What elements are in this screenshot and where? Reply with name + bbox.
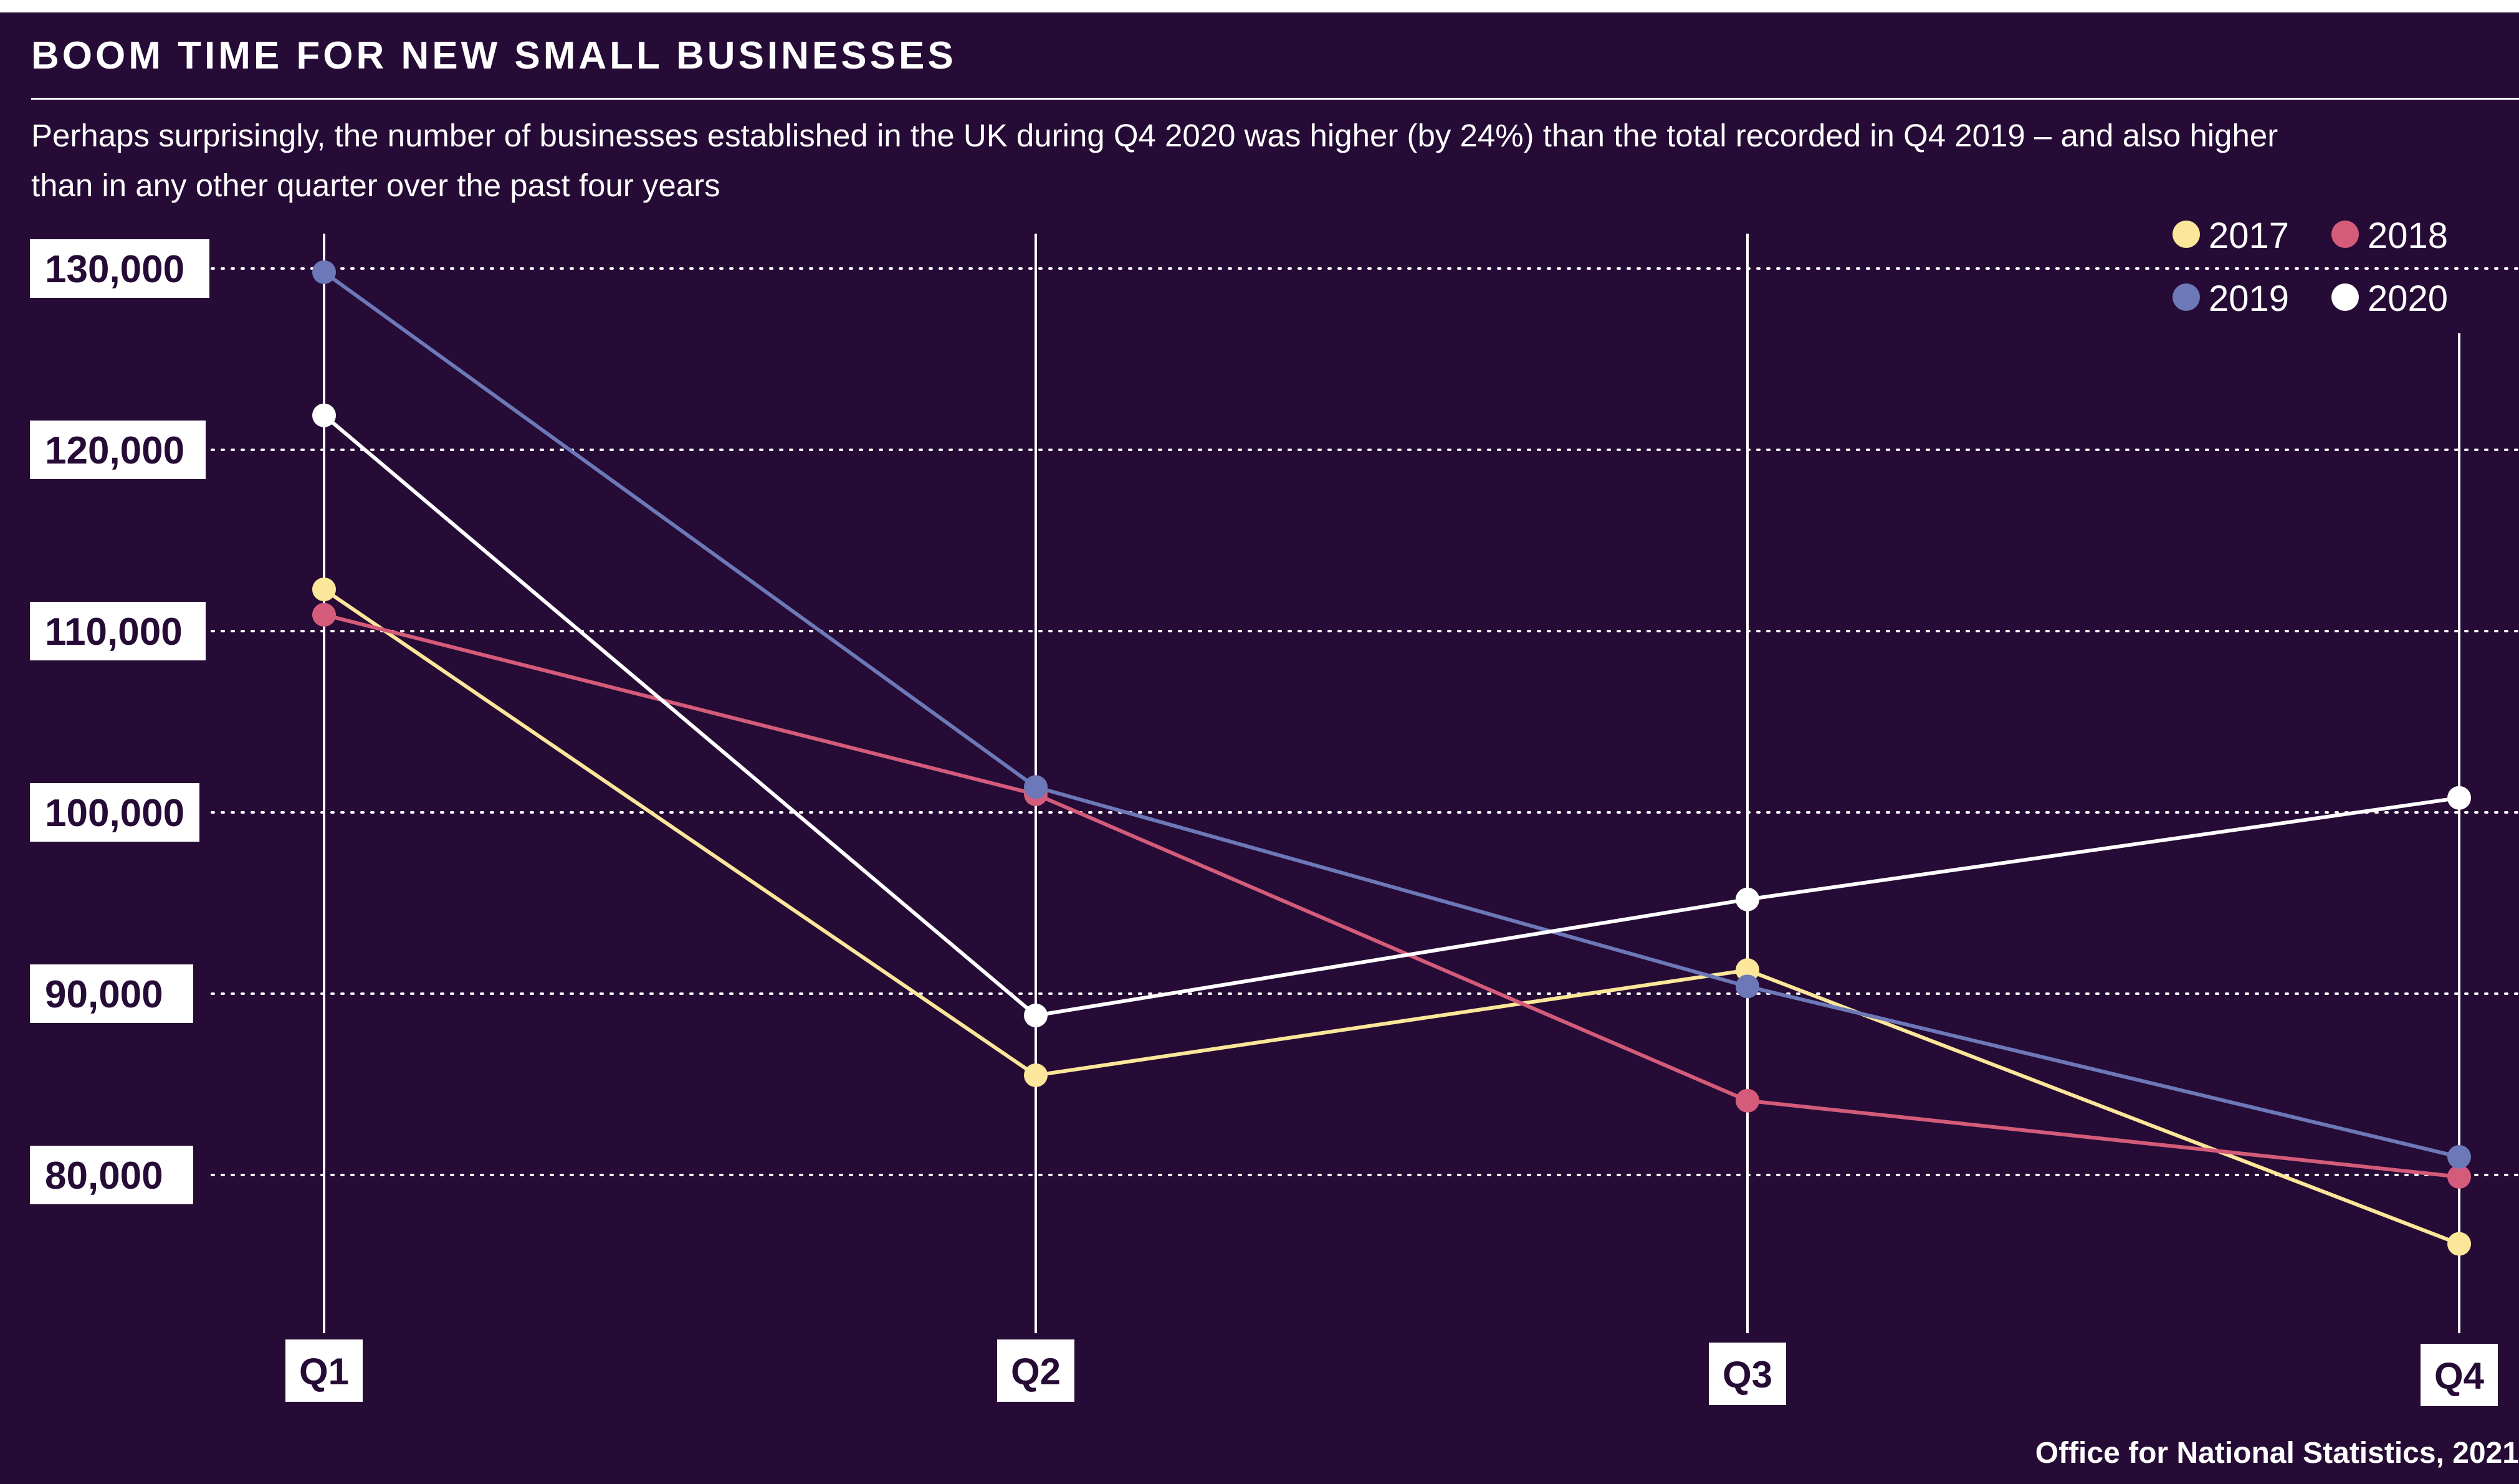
y-tick-110-000: 110,000 xyxy=(30,602,206,660)
series-line-2017 xyxy=(323,587,2460,1246)
x-tick-q1: Q1 xyxy=(285,1339,363,1402)
series-line-2018 xyxy=(323,612,2460,1179)
y-tick-labels: 80,000 90,000 100,000 110,000 120,000 130,000 xyxy=(30,239,209,1204)
point-2018-q3 xyxy=(1736,1088,1759,1113)
y-tick-130-000: 130,000 xyxy=(30,239,209,298)
title-divider xyxy=(31,98,2519,100)
point-2019-q3 xyxy=(1736,974,1759,999)
svg-text:2019: 2019 xyxy=(2209,278,2289,319)
legend-item-2019: 2019 xyxy=(2172,278,2289,319)
point-2017-q4 xyxy=(2447,1232,2471,1256)
legend: 2017 2018 2019 2020 xyxy=(2172,216,2448,319)
point-2019-q2 xyxy=(1024,775,1048,799)
legend-item-2017: 2017 xyxy=(2172,216,2289,256)
point-2019-q1 xyxy=(312,260,336,284)
y-tick-100-000: 100,000 xyxy=(30,783,199,842)
y-tick-120-000: 120,000 xyxy=(30,421,206,479)
x-tick-q2: Q2 xyxy=(997,1339,1074,1402)
svg-text:130,000: 130,000 xyxy=(45,248,184,291)
point-2017-q1 xyxy=(312,578,336,602)
svg-text:90,000: 90,000 xyxy=(45,973,163,1016)
quarter-axes xyxy=(323,234,2460,1333)
point-2018-q1 xyxy=(312,602,336,627)
series-line-2019 xyxy=(323,270,2460,1159)
svg-text:2018: 2018 xyxy=(2368,216,2448,256)
point-2020-q2 xyxy=(1024,1003,1048,1027)
svg-text:80,000: 80,000 xyxy=(45,1154,163,1197)
chart-subtitle: Perhaps surprisingly, the number of busi… xyxy=(31,118,2278,203)
gridlines xyxy=(211,267,2519,1176)
y-tick-90-000: 90,000 xyxy=(30,964,193,1023)
point-2018-q4 xyxy=(2447,1164,2471,1189)
series-line-2020 xyxy=(323,414,2460,1017)
svg-text:Q3: Q3 xyxy=(1723,1354,1772,1396)
point-2020-q1 xyxy=(312,403,336,427)
svg-text:2017: 2017 xyxy=(2209,216,2289,256)
x-tick-q4: Q4 xyxy=(2421,1344,2498,1406)
svg-text:2020: 2020 xyxy=(2368,278,2448,319)
x-tick-q3: Q3 xyxy=(1709,1343,1786,1405)
legend-item-2020: 2020 xyxy=(2331,278,2448,319)
series-lines xyxy=(323,270,2460,1246)
svg-text:Q4: Q4 xyxy=(2434,1355,2485,1397)
top-rule xyxy=(0,0,2519,12)
source-note: Office for National Statistics, 2021 xyxy=(2035,1437,2519,1470)
svg-text:120,000: 120,000 xyxy=(45,429,184,472)
y-tick-80-000: 80,000 xyxy=(30,1146,193,1204)
svg-text:Q2: Q2 xyxy=(1011,1351,1061,1392)
series-points xyxy=(312,260,2471,1256)
x-tick-labels: Q1 Q2 Q3 Q4 xyxy=(285,1339,2498,1406)
point-2017-q3 xyxy=(1736,958,1759,982)
legend-item-2018: 2018 xyxy=(2331,216,2448,256)
svg-text:110,000: 110,000 xyxy=(45,611,183,654)
svg-text:Q1: Q1 xyxy=(299,1351,349,1392)
point-2020-q4 xyxy=(2447,786,2471,810)
point-2017-q2 xyxy=(1024,1063,1048,1087)
svg-text:100,000: 100,000 xyxy=(45,792,184,835)
chart-title: BOOM TIME FOR NEW SMALL BUSINESSES xyxy=(31,34,957,77)
point-2020-q3 xyxy=(1736,887,1759,911)
point-2019-q4 xyxy=(2447,1144,2471,1169)
